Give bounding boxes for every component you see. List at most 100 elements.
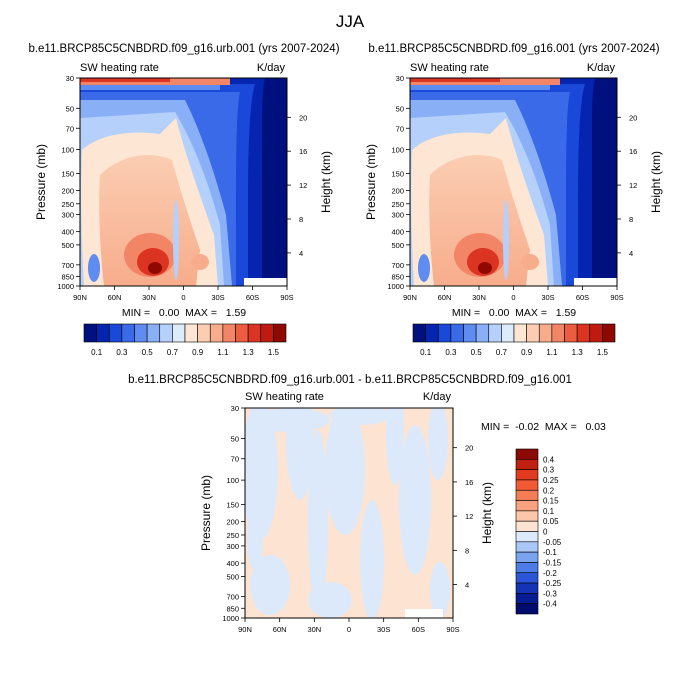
- colorbar-swatch: [83, 323, 97, 343]
- colorbar-label: 0.9: [521, 348, 533, 357]
- colorbar-label: -0.1: [543, 548, 557, 557]
- panel-b-left-label: SW heating rate: [410, 62, 489, 74]
- y-tick-label: 100: [61, 145, 74, 154]
- panel-c-left-label: SW heating rate: [245, 391, 324, 403]
- x-tick-label: 60N: [108, 293, 122, 302]
- y-tick-label: 400: [391, 228, 404, 237]
- colorbar-swatch: [197, 323, 211, 343]
- colorbar-swatch: [121, 323, 135, 343]
- colorbar-swatch: [515, 562, 539, 574]
- colorbar-label: 0.25: [543, 476, 559, 485]
- y2-tick-label: 4: [629, 249, 633, 258]
- diff-negative-streak: [360, 500, 384, 618]
- x-tick-label: 0: [181, 293, 185, 302]
- y-tick-label: 300: [391, 211, 404, 220]
- y-tick-label: 500: [226, 572, 239, 581]
- x-tick-label: 90S: [446, 625, 459, 634]
- panel-b-y2label: Height (km): [649, 151, 663, 213]
- x-tick-label: 60S: [576, 293, 589, 302]
- figure-title: JJA: [336, 12, 365, 31]
- panel-c-x-ticks: 90N 60N 30N 0 30S 60S 90S: [238, 618, 460, 634]
- panel-b: b.e11.BRCP85C5CNBDRD.f09_g16.001 (yrs 20…: [364, 43, 663, 357]
- colorbar-swatch: [450, 323, 464, 343]
- x-tick-label: 30S: [211, 293, 224, 302]
- colorbar-label: 0.1: [420, 348, 432, 357]
- panel-a-stats: MIN = 0.00 MAX = 1.59: [122, 307, 246, 319]
- field-core-3: [478, 262, 492, 274]
- diff-negative-streak: [308, 582, 352, 618]
- y2-tick-label: 12: [465, 512, 473, 521]
- colorbar-swatch: [172, 323, 186, 343]
- field-polar-blue: [418, 254, 430, 282]
- colorbar-swatch: [515, 479, 539, 491]
- panel-a-field: [80, 78, 287, 286]
- colorbar-swatch: [576, 323, 591, 343]
- y-tick-label: 850: [61, 272, 74, 281]
- y-tick-label: 250: [61, 200, 74, 209]
- y-tick-label: 700: [391, 261, 404, 270]
- y-tick-label: 700: [226, 593, 239, 602]
- panel-b-x-ticks: 90N 60N 30N 0 30S 60S 90S: [403, 286, 624, 302]
- y-tick-label: 70: [396, 124, 404, 133]
- colorbar-label: -0.05: [543, 538, 562, 547]
- y-tick-label: 30: [66, 74, 74, 83]
- colorbar-swatch: [515, 520, 539, 532]
- y2-tick-label: 16: [629, 147, 637, 156]
- colorbar-swatch: [463, 323, 477, 343]
- y-tick-label: 250: [391, 200, 404, 209]
- field-ne-spot: [191, 254, 209, 270]
- y-tick-label: 30: [396, 74, 404, 83]
- field-south-mask: [244, 278, 287, 286]
- field-top-band-2: [410, 78, 500, 82]
- y-tick-label: 100: [391, 145, 404, 154]
- x-tick-label: 90N: [403, 293, 417, 302]
- y2-tick-label: 4: [299, 249, 303, 258]
- y-tick-label: 70: [231, 455, 239, 464]
- y-tick-label: 300: [226, 542, 239, 551]
- colorbar-label: 1.3: [572, 348, 584, 357]
- colorbar-swatch: [515, 500, 539, 512]
- colorbar-label: 0.3: [116, 348, 128, 357]
- panel-b-field: [410, 78, 617, 286]
- x-tick-label: 60N: [273, 625, 287, 634]
- field-top-band-2: [80, 78, 170, 82]
- x-tick-label: 60S: [246, 293, 259, 302]
- colorbar-swatch: [515, 551, 539, 563]
- diff-negative-streak: [250, 555, 290, 615]
- colorbar-label: 1.5: [268, 348, 280, 357]
- panel-c-title: b.e11.BRCP85C5CNBDRD.f09_g16.urb.001 - b…: [128, 374, 572, 386]
- diff-negative-streak: [245, 408, 278, 540]
- colorbar-swatch: [515, 469, 539, 481]
- x-tick-label: 30S: [377, 625, 390, 634]
- y-tick-label: 1000: [57, 282, 74, 291]
- diff-negative-streak: [250, 408, 330, 432]
- colorbar-label: 0.3: [543, 466, 555, 475]
- colorbar-swatch: [515, 603, 539, 615]
- colorbar-swatch: [513, 323, 527, 343]
- y-tick-label: 150: [391, 169, 404, 178]
- y-tick-label: 500: [61, 241, 74, 250]
- field-polar-blue: [88, 254, 100, 282]
- colorbar-swatch: [515, 541, 539, 553]
- x-tick-label: 90S: [610, 293, 623, 302]
- colorbar-swatch: [260, 323, 274, 343]
- colorbar-label: -0.25: [543, 579, 562, 588]
- colorbar-swatch: [501, 323, 515, 343]
- colorbar-swatch: [515, 510, 539, 522]
- colorbar-swatch: [564, 323, 578, 343]
- x-tick-label: 30N: [142, 293, 156, 302]
- field-ne-spot: [521, 254, 539, 270]
- field-sub-band: [410, 85, 550, 90]
- colorbar-swatch: [209, 323, 224, 343]
- colorbar-label: 1.5: [597, 348, 609, 357]
- y2-tick-label: 20: [299, 113, 307, 122]
- field-sub-band: [80, 85, 220, 90]
- diff-south-mask: [405, 609, 443, 618]
- panel-a: b.e11.BRCP85C5CNBDRD.f09_g16.urb.001 (yr…: [28, 43, 339, 357]
- y-tick-label: 150: [61, 169, 74, 178]
- panel-b-y2-ticks: 20 16 12 8 4: [617, 113, 637, 258]
- y-tick-label: 50: [66, 104, 74, 113]
- panel-b-colorbar: 0.1 0.3 0.5 0.7 0.9 1.1 1.3 1.5: [412, 323, 616, 357]
